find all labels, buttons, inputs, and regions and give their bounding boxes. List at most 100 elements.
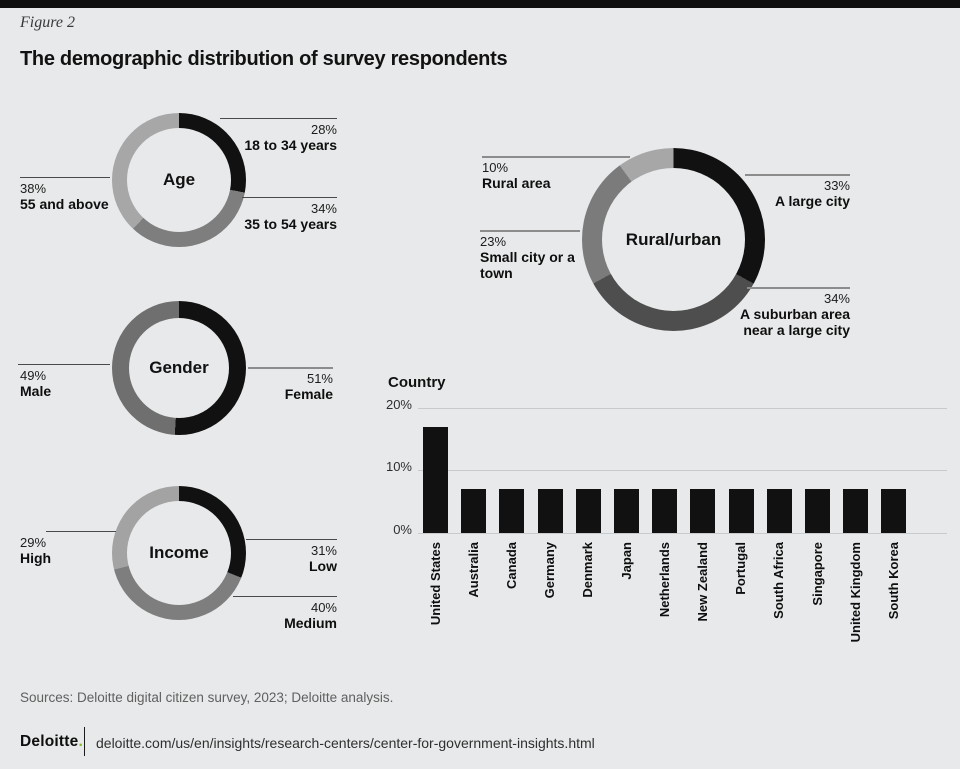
deloitte-logo: Deloitte. bbox=[20, 733, 83, 751]
ytick-10pct: 10% bbox=[385, 459, 412, 474]
income-donut-chart: Income bbox=[112, 486, 246, 620]
country-bar bbox=[766, 489, 792, 533]
country-bar bbox=[805, 489, 830, 533]
country-bar bbox=[843, 489, 869, 533]
callout-label: High bbox=[20, 550, 52, 566]
age-donut-chart: Age bbox=[112, 113, 246, 247]
callout-pct: 23% bbox=[480, 234, 507, 249]
gender-donut-title: Gender bbox=[149, 358, 209, 377]
callout-label: A large city bbox=[775, 193, 850, 209]
age-callout-35-54: 34% 35 to 54 years bbox=[187, 201, 337, 233]
country-bar bbox=[423, 426, 448, 533]
income-callout-line-low bbox=[246, 539, 337, 540]
callout-label: Rural area bbox=[482, 175, 551, 191]
country-axis-label: Portugal bbox=[733, 542, 749, 595]
country-axis-label: South Africa bbox=[771, 542, 787, 619]
country-bar bbox=[537, 489, 563, 533]
callout-pct: 40% bbox=[310, 600, 337, 615]
age-callout-18-34: 28% 18 to 34 years bbox=[187, 122, 337, 154]
ytick-20pct: 20% bbox=[385, 397, 412, 412]
country-axis-label: New Zealand bbox=[694, 542, 710, 622]
figure-label: Figure 2 bbox=[20, 14, 75, 31]
country-bar bbox=[575, 489, 601, 533]
callout-pct: 38% bbox=[20, 181, 47, 196]
rural-callout-line-rural-area bbox=[482, 156, 630, 158]
callout-label: Low bbox=[309, 558, 337, 574]
rural-callout-line-small-city bbox=[480, 230, 580, 232]
top-rule bbox=[0, 0, 960, 8]
age-donut-hole bbox=[127, 128, 231, 232]
callout-pct: 10% bbox=[482, 160, 509, 175]
gender-callout-female: 51% Female bbox=[183, 371, 333, 403]
income-donut-hole bbox=[127, 501, 231, 605]
sources-note: Sources: Deloitte digital citizen survey… bbox=[20, 690, 394, 705]
gender-donut-hole bbox=[129, 318, 229, 418]
country-axis-label: Singapore bbox=[809, 542, 825, 606]
age-donut-title: Age bbox=[162, 170, 196, 189]
callout-label: Small city or a town bbox=[480, 249, 575, 281]
callout-label: A suburban area near a large city bbox=[740, 306, 850, 338]
callout-pct: 31% bbox=[310, 543, 337, 558]
income-callout-line-medium bbox=[233, 596, 337, 597]
brand-name: Deloitte bbox=[20, 733, 79, 750]
footer-divider bbox=[84, 727, 85, 756]
rural-urban-donut-hole bbox=[602, 168, 745, 311]
callout-label: 35 to 54 years bbox=[244, 216, 337, 232]
country-bar bbox=[881, 489, 907, 533]
callout-pct: 49% bbox=[20, 368, 47, 383]
country-bar bbox=[461, 489, 487, 533]
country-axis-label: United Kingdom bbox=[847, 542, 863, 643]
rural-callout-large-city: 33% A large city bbox=[710, 178, 850, 210]
country-chart-title: Country bbox=[388, 374, 446, 391]
income-callout-high: 29% High bbox=[20, 535, 170, 567]
callout-pct: 29% bbox=[20, 535, 47, 550]
rural-callout-rural-area: 10% Rural area bbox=[482, 160, 592, 192]
callout-label: 18 to 34 years bbox=[244, 137, 337, 153]
callout-pct: 51% bbox=[306, 371, 333, 386]
income-callout-low: 31% Low bbox=[187, 543, 337, 575]
age-callout-line-55-above bbox=[20, 177, 110, 178]
age-callout-line-18-34 bbox=[220, 118, 337, 119]
rural-callout-line-large-city bbox=[745, 174, 850, 176]
income-callout-line-high bbox=[46, 531, 116, 532]
country-axis-label: United States bbox=[427, 542, 443, 626]
callout-label: Male bbox=[20, 383, 52, 399]
gender-callout-line-female bbox=[248, 367, 333, 369]
gridline-10pct bbox=[418, 470, 947, 471]
callout-label: Medium bbox=[284, 615, 337, 631]
callout-pct: 28% bbox=[310, 122, 337, 137]
income-callout-medium: 40% Medium bbox=[187, 600, 337, 632]
rural-callout-line-suburban bbox=[747, 287, 850, 289]
country-bar bbox=[614, 489, 639, 533]
rural-urban-donut-title: Rural/urban bbox=[625, 229, 722, 249]
country-axis-label: Australia bbox=[465, 542, 481, 598]
country-axis-label: Japan bbox=[618, 542, 634, 580]
rural-callout-small-city: 23% Small city or a town bbox=[480, 234, 575, 282]
brand-dot: . bbox=[78, 733, 83, 750]
country-bar bbox=[728, 489, 754, 533]
callout-label: Female bbox=[284, 386, 333, 402]
callout-pct: 34% bbox=[823, 291, 850, 306]
country-bar bbox=[652, 489, 678, 533]
gender-callout-line-male bbox=[18, 364, 110, 365]
gridline-20pct bbox=[418, 408, 947, 409]
country-axis-label: Germany bbox=[542, 542, 558, 599]
rural-urban-donut-chart: Rural/urban bbox=[582, 148, 765, 331]
country-axis-label: Denmark bbox=[580, 542, 596, 598]
country-axis-label: Netherlands bbox=[656, 542, 672, 618]
page-title: The demographic distribution of survey r… bbox=[20, 48, 508, 70]
callout-pct: 33% bbox=[823, 178, 850, 193]
footer-url: deloitte.com/us/en/insights/research-cen… bbox=[96, 735, 595, 751]
gender-donut-chart: Gender bbox=[112, 301, 246, 435]
age-callout-55-above: 38% 55 and above bbox=[20, 181, 170, 213]
country-bar bbox=[499, 489, 525, 533]
age-callout-line-35-54 bbox=[242, 197, 337, 198]
country-axis-label: Canada bbox=[503, 542, 519, 589]
ytick-0pct: 0% bbox=[393, 522, 412, 537]
country-axis-label: South Korea bbox=[885, 542, 901, 620]
gender-callout-male: 49% Male bbox=[20, 368, 170, 400]
callout-label: 55 and above bbox=[20, 196, 109, 212]
callout-pct: 34% bbox=[310, 201, 337, 216]
